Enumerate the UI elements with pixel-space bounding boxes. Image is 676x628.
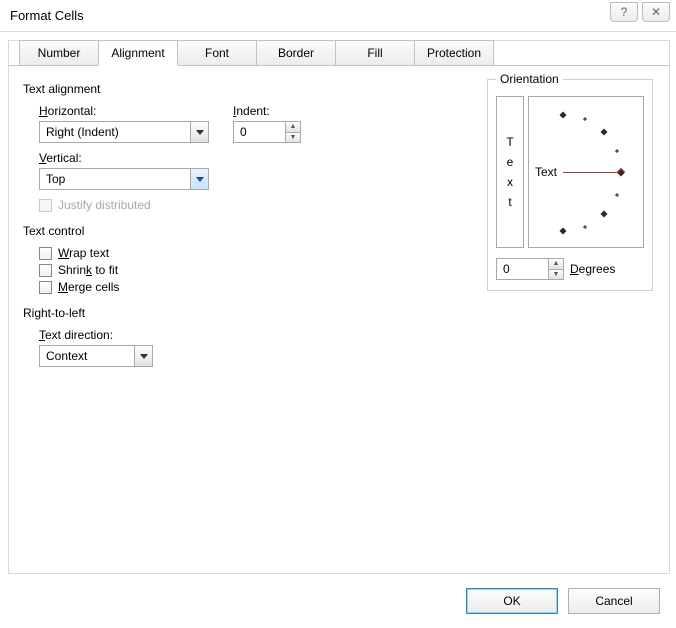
horizontal-value: Right (Indent): [40, 125, 190, 139]
tab-font[interactable]: Font: [177, 40, 257, 66]
spin-up-icon[interactable]: ▲: [286, 122, 300, 133]
help-button[interactable]: ?: [610, 2, 638, 22]
dial-tick: [614, 149, 618, 153]
wrap-text-label: Wrap text: [58, 246, 109, 260]
degrees-label: Degrees: [570, 262, 615, 276]
left-column: Text alignment Horizontal: Right (Indent…: [23, 82, 343, 367]
horizontal-label: Horizontal:: [39, 104, 209, 118]
chevron-down-icon: [190, 169, 208, 189]
horizontal-combo[interactable]: Right (Indent): [39, 121, 209, 143]
dial-tick: [600, 128, 607, 135]
tab-fill[interactable]: Fill: [335, 40, 415, 66]
text-alignment-label: Text alignment: [23, 82, 343, 96]
tab-strip: Number Alignment Font Border Fill Protec…: [19, 40, 493, 66]
tab-panel-alignment: Text alignment Horizontal: Right (Indent…: [9, 65, 669, 573]
orientation-dial[interactable]: Text: [528, 96, 644, 248]
dial-tick: [600, 210, 607, 217]
vertical-label: Vertical:: [39, 151, 343, 165]
text-control-label: Text control: [23, 224, 343, 238]
shrink-to-fit-checkbox[interactable]: Shrink to fit: [39, 263, 343, 277]
indent-spin-buttons[interactable]: ▲▼: [285, 121, 301, 143]
tab-number[interactable]: Number: [19, 40, 99, 66]
titlebar-buttons: ? ✕: [610, 2, 670, 22]
indent-input[interactable]: [233, 121, 285, 143]
checkbox-icon: [39, 281, 52, 294]
vertical-value: Top: [40, 172, 190, 186]
justify-distributed-checkbox: Justify distributed: [39, 198, 343, 212]
orientation-legend: Orientation: [496, 72, 563, 86]
ok-button[interactable]: OK: [466, 588, 558, 614]
orientation-vertical-button[interactable]: T e x t: [496, 96, 524, 248]
rtl-label: Right-to-left: [23, 306, 343, 320]
merge-cells-label: Merge cells: [58, 280, 119, 294]
orientation-group: Orientation T e x t Text ▲▼: [487, 72, 653, 291]
indent-spinner[interactable]: ▲▼: [233, 121, 301, 143]
window-title: Format Cells: [10, 8, 84, 23]
dialog-buttons: OK Cancel: [466, 588, 660, 614]
degrees-input[interactable]: [496, 258, 548, 280]
tab-alignment[interactable]: Alignment: [98, 40, 178, 66]
dial-tick: [559, 111, 566, 118]
checkbox-icon: [39, 199, 52, 212]
spin-up-icon[interactable]: ▲: [549, 259, 563, 270]
chevron-down-icon: [134, 346, 152, 366]
shrink-to-fit-label: Shrink to fit: [58, 263, 118, 277]
dialog-body: Number Alignment Font Border Fill Protec…: [8, 40, 670, 574]
degrees-spin-buttons[interactable]: ▲▼: [548, 258, 564, 280]
dial-tick: [583, 224, 587, 228]
indent-label: Indent:: [233, 104, 301, 118]
dial-tick: [559, 227, 566, 234]
tab-protection[interactable]: Protection: [414, 40, 494, 66]
dial-text-label: Text: [535, 165, 557, 179]
cancel-button[interactable]: Cancel: [568, 588, 660, 614]
chevron-down-icon: [190, 122, 208, 142]
title-bar: Format Cells ? ✕: [0, 0, 676, 32]
merge-cells-checkbox[interactable]: Merge cells: [39, 280, 343, 294]
text-direction-label: Text direction:: [39, 328, 343, 342]
tab-border[interactable]: Border: [256, 40, 336, 66]
text-direction-value: Context: [40, 349, 134, 363]
wrap-text-checkbox[interactable]: Wrap text: [39, 246, 343, 260]
vertical-combo[interactable]: Top: [39, 168, 209, 190]
dial-indicator-line: [563, 172, 619, 173]
justify-distributed-label: Justify distributed: [58, 198, 151, 212]
checkbox-icon: [39, 247, 52, 260]
text-direction-combo[interactable]: Context: [39, 345, 153, 367]
close-button[interactable]: ✕: [642, 2, 670, 22]
spin-down-icon[interactable]: ▼: [286, 133, 300, 143]
checkbox-icon: [39, 264, 52, 277]
degrees-spinner[interactable]: ▲▼: [496, 258, 564, 280]
spin-down-icon[interactable]: ▼: [549, 270, 563, 280]
dial-tick: [583, 117, 587, 121]
dial-tick: [614, 193, 618, 197]
